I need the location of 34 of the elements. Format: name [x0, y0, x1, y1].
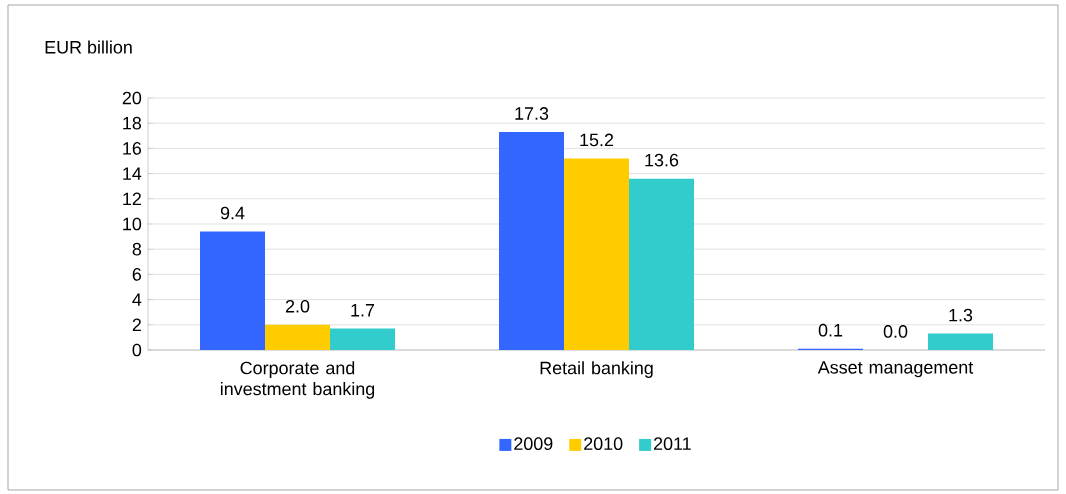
legend-label: 2010: [584, 437, 623, 451]
x-tick-label: Asset management: [817, 361, 974, 378]
y-tick-label: 2: [132, 318, 141, 332]
y-tick-label: 4: [132, 293, 142, 306]
data-label: 15.2: [580, 133, 614, 147]
bar: [564, 158, 630, 350]
bar: [928, 333, 994, 350]
data-label: 0.1: [818, 323, 843, 337]
data-label: 9.4: [220, 206, 245, 220]
data-label: 2.0: [285, 299, 310, 313]
x-tick-label: Retail banking: [540, 361, 653, 378]
data-label: 0.0: [883, 325, 908, 338]
bar: [200, 231, 266, 350]
data-label: 1.7: [351, 304, 375, 317]
data-label: 13.6: [645, 153, 679, 167]
y-tick-label: 18: [123, 116, 142, 130]
y-tick-label: 6: [132, 268, 142, 281]
bar: [330, 328, 396, 350]
bar: [265, 324, 331, 350]
x-tick-label: Corporate and investment banking: [220, 361, 375, 399]
bar: [499, 132, 565, 350]
y-tick-label: 14: [123, 167, 142, 180]
legend-label: 2011: [654, 437, 691, 451]
y-tick-label: 16: [123, 142, 142, 155]
data-label: 1.3: [949, 308, 973, 322]
data-label: 17.3: [515, 107, 549, 120]
bar: [629, 178, 695, 350]
y-tick-label: 8: [132, 242, 142, 256]
y-axis-title: EUR billion: [45, 40, 132, 54]
legend-label: 2009: [514, 437, 553, 451]
y-tick-label: 10: [123, 217, 142, 231]
y-tick-label: 0: [132, 343, 142, 357]
y-tick-label: 12: [123, 192, 141, 206]
y-tick-label: 20: [122, 91, 142, 105]
